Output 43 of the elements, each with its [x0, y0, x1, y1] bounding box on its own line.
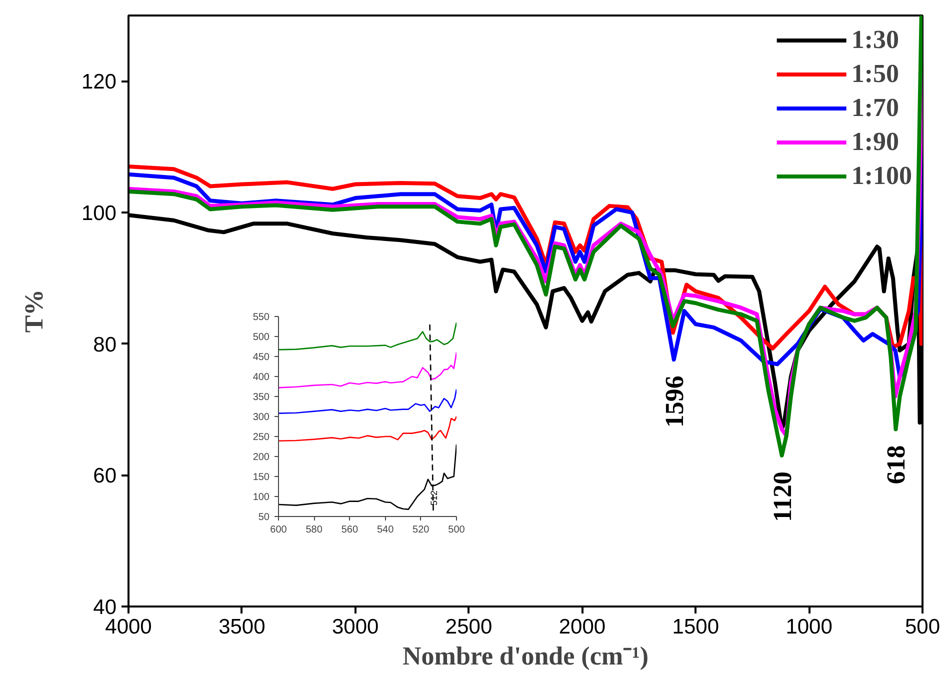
x-tick-label: 1000 — [786, 616, 832, 638]
y-tick-label: 500 — [252, 332, 270, 343]
y-tick-label: 450 — [252, 352, 270, 363]
line-series — [278, 388, 456, 414]
line-series — [278, 352, 456, 388]
line-series — [278, 322, 456, 350]
legend-label: 1:90 — [851, 127, 899, 157]
x-tick-label: 3500 — [218, 616, 266, 638]
x-tick-label: 600 — [270, 524, 288, 536]
x-tick-label: 2000 — [558, 616, 606, 638]
x-tick-label: 580 — [306, 524, 323, 536]
annotation: 618 — [882, 445, 911, 484]
x-tick-label: 560 — [341, 524, 358, 536]
y-tick-label: 300 — [252, 412, 270, 423]
legend-label: 1:30 — [851, 25, 899, 55]
y-tick-label: 250 — [252, 432, 270, 443]
y-tick-label: 150 — [252, 472, 270, 483]
x-tick-label: 500 — [904, 616, 940, 638]
x-tick-label: 3000 — [332, 616, 379, 638]
legend-label: 1:50 — [851, 59, 899, 89]
y-tick-label: 50 — [258, 512, 270, 523]
annotation: 1596 — [660, 376, 689, 428]
line-series — [278, 416, 456, 442]
y-tick-label: 200 — [252, 452, 270, 463]
x-tick-label: 2500 — [445, 616, 492, 638]
y-tick-label: 400 — [252, 372, 270, 383]
x-tick-label: 540 — [376, 524, 394, 536]
legend-label: 1:70 — [851, 93, 899, 123]
y-tick-label: 550 — [252, 312, 270, 323]
y-axis-title: T% — [19, 289, 48, 333]
y-tick-label: 80 — [93, 333, 116, 356]
y-tick-label: 350 — [252, 392, 270, 403]
y-tick-label: 100 — [252, 492, 270, 503]
x-axis-title: Nombre d'onde (cm⁻¹) — [402, 642, 648, 670]
x-tick-label: 520 — [412, 524, 430, 536]
x-tick-label: 1500 — [672, 616, 720, 638]
y-tick-label: 60 — [93, 464, 116, 488]
legend-label: 1:100 — [851, 161, 912, 191]
x-tick-label: 500 — [448, 524, 466, 536]
y-tick-label: 120 — [81, 70, 117, 94]
annotation: 512 — [428, 490, 439, 506]
y-tick-label: 100 — [81, 202, 117, 225]
annotation: 1120 — [768, 471, 797, 522]
